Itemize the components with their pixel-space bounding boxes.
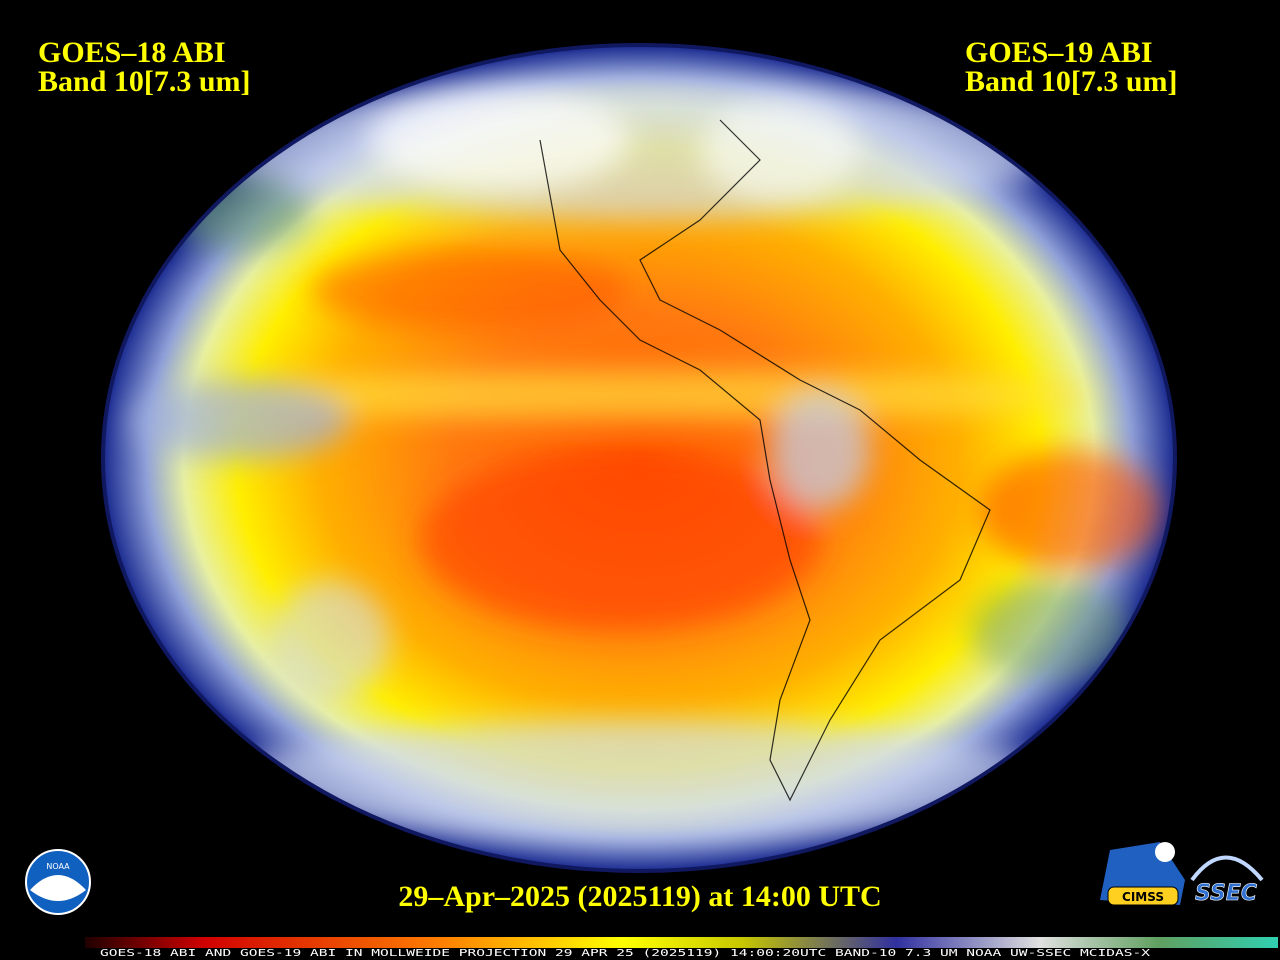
- ssec-logo: SSEC: [1190, 855, 1264, 906]
- footer: GOES-18 ABI AND GOES-19 ABI IN MOLLWEIDE…: [100, 948, 1150, 959]
- cimss-logo: CIMSS: [1100, 842, 1185, 906]
- right-title: GOES–19 ABI: [965, 36, 1153, 69]
- noaa-logo: NOAA: [25, 849, 91, 915]
- left-band: Band 10[7.3 um]: [38, 65, 251, 98]
- color-bar: [85, 937, 1278, 948]
- cimss-text: CIMSS: [1122, 890, 1164, 904]
- timestamp: 29–Apr–2025 (2025119) at 14:00 UTC: [398, 880, 881, 913]
- ssec-text: SSEC: [1195, 881, 1257, 906]
- noaa-text: NOAA: [46, 862, 70, 871]
- right-band: Band 10[7.3 um]: [965, 65, 1178, 98]
- left-title: GOES–18 ABI: [38, 36, 226, 69]
- globe-image: [101, 43, 1177, 873]
